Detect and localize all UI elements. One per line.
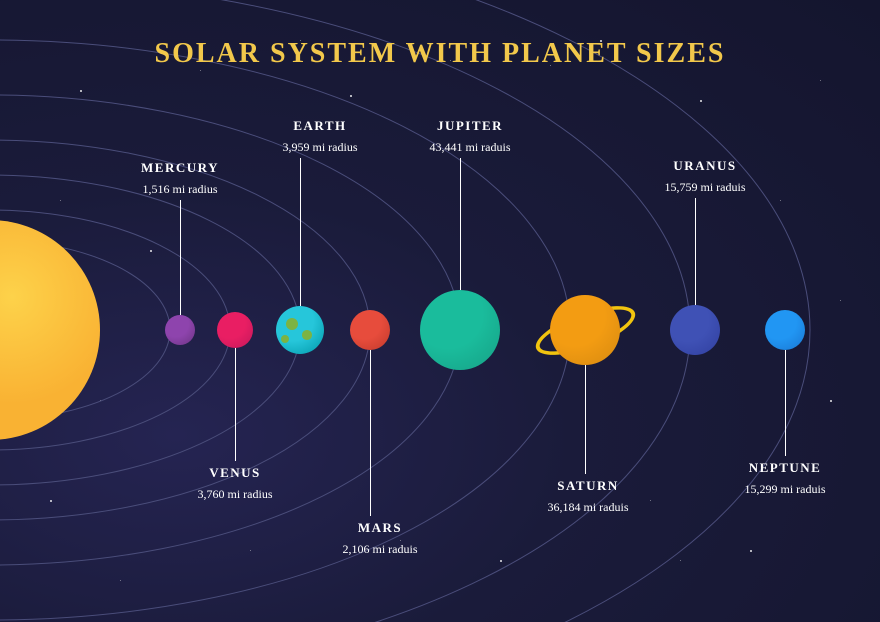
planet-neptune (765, 310, 805, 350)
label-value-venus: 3,760 mi radius (175, 487, 295, 502)
label-jupiter: JUPITER 43,441 mi raduis (410, 118, 530, 155)
label-value-mars: 2,106 mi raduis (320, 542, 440, 557)
planet-jupiter (420, 290, 500, 370)
label-name-neptune: NEPTUNE (725, 460, 845, 476)
label-mars: MARS 2,106 mi raduis (320, 520, 440, 557)
label-value-uranus: 15,759 mi raduis (645, 180, 765, 195)
label-name-jupiter: JUPITER (410, 118, 530, 134)
label-value-mercury: 1,516 mi radius (120, 182, 240, 197)
label-connector-jupiter (460, 158, 461, 290)
label-value-saturn: 36,184 mi raduis (528, 500, 648, 515)
label-name-earth: EARTH (260, 118, 380, 134)
sun (0, 220, 100, 440)
label-value-earth: 3,959 mi radius (260, 140, 380, 155)
label-value-jupiter: 43,441 mi raduis (410, 140, 530, 155)
label-name-mercury: MERCURY (120, 160, 240, 176)
label-uranus: URANUS 15,759 mi raduis (645, 158, 765, 195)
label-connector-uranus (695, 198, 696, 305)
planet-mars (350, 310, 390, 350)
planet-mercury (165, 315, 195, 345)
planet-earth (276, 306, 324, 354)
label-connector-mars (370, 350, 371, 516)
label-name-venus: VENUS (175, 465, 295, 481)
label-neptune: NEPTUNE 15,299 mi raduis (725, 460, 845, 497)
page-title: SOLAR SYSTEM WITH PLANET SIZES (0, 38, 880, 70)
label-saturn: SATURN 36,184 mi raduis (528, 478, 648, 515)
label-connector-saturn (585, 365, 586, 474)
planet-venus (217, 312, 253, 348)
label-connector-venus (235, 348, 236, 461)
label-connector-mercury (180, 200, 181, 315)
label-connector-neptune (785, 350, 786, 456)
label-earth: EARTH 3,959 mi radius (260, 118, 380, 155)
planet-saturn (550, 295, 620, 365)
label-name-uranus: URANUS (645, 158, 765, 174)
label-name-mars: MARS (320, 520, 440, 536)
label-mercury: MERCURY 1,516 mi radius (120, 160, 240, 197)
planet-uranus (670, 305, 720, 355)
label-connector-earth (300, 158, 301, 306)
label-value-neptune: 15,299 mi raduis (725, 482, 845, 497)
label-name-saturn: SATURN (528, 478, 648, 494)
label-venus: VENUS 3,760 mi radius (175, 465, 295, 502)
